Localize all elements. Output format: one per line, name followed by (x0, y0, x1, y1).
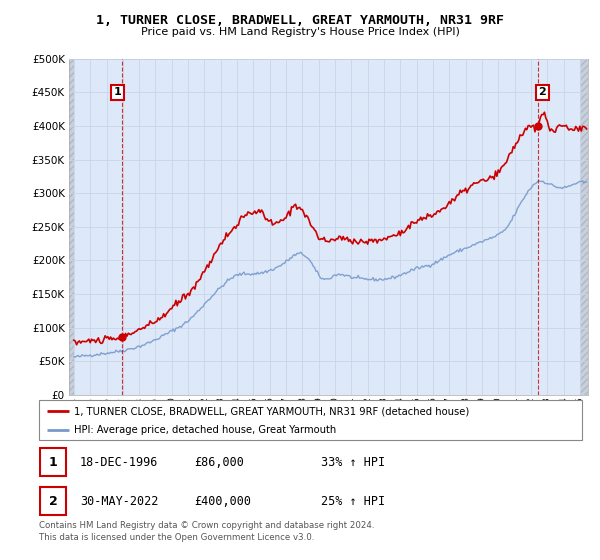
FancyBboxPatch shape (39, 400, 582, 440)
Text: Price paid vs. HM Land Registry's House Price Index (HPI): Price paid vs. HM Land Registry's House … (140, 27, 460, 38)
Text: 33% ↑ HPI: 33% ↑ HPI (322, 455, 385, 469)
Text: £400,000: £400,000 (194, 494, 251, 508)
Text: 1, TURNER CLOSE, BRADWELL, GREAT YARMOUTH, NR31 9RF: 1, TURNER CLOSE, BRADWELL, GREAT YARMOUT… (96, 14, 504, 27)
Text: £86,000: £86,000 (194, 455, 244, 469)
Text: 1: 1 (113, 87, 121, 97)
Bar (69, 59, 74, 395)
Text: Contains HM Land Registry data © Crown copyright and database right 2024.
This d: Contains HM Land Registry data © Crown c… (39, 521, 374, 542)
Bar (580, 59, 588, 395)
Text: 2: 2 (49, 494, 58, 508)
FancyBboxPatch shape (40, 487, 66, 515)
Text: 1, TURNER CLOSE, BRADWELL, GREAT YARMOUTH, NR31 9RF (detached house): 1, TURNER CLOSE, BRADWELL, GREAT YARMOUT… (74, 407, 470, 417)
Text: 18-DEC-1996: 18-DEC-1996 (80, 455, 158, 469)
Text: 2: 2 (539, 87, 547, 97)
Text: 25% ↑ HPI: 25% ↑ HPI (322, 494, 385, 508)
FancyBboxPatch shape (40, 448, 66, 476)
Text: 30-MAY-2022: 30-MAY-2022 (80, 494, 158, 508)
Text: 1: 1 (49, 455, 58, 469)
Text: HPI: Average price, detached house, Great Yarmouth: HPI: Average price, detached house, Grea… (74, 425, 337, 435)
